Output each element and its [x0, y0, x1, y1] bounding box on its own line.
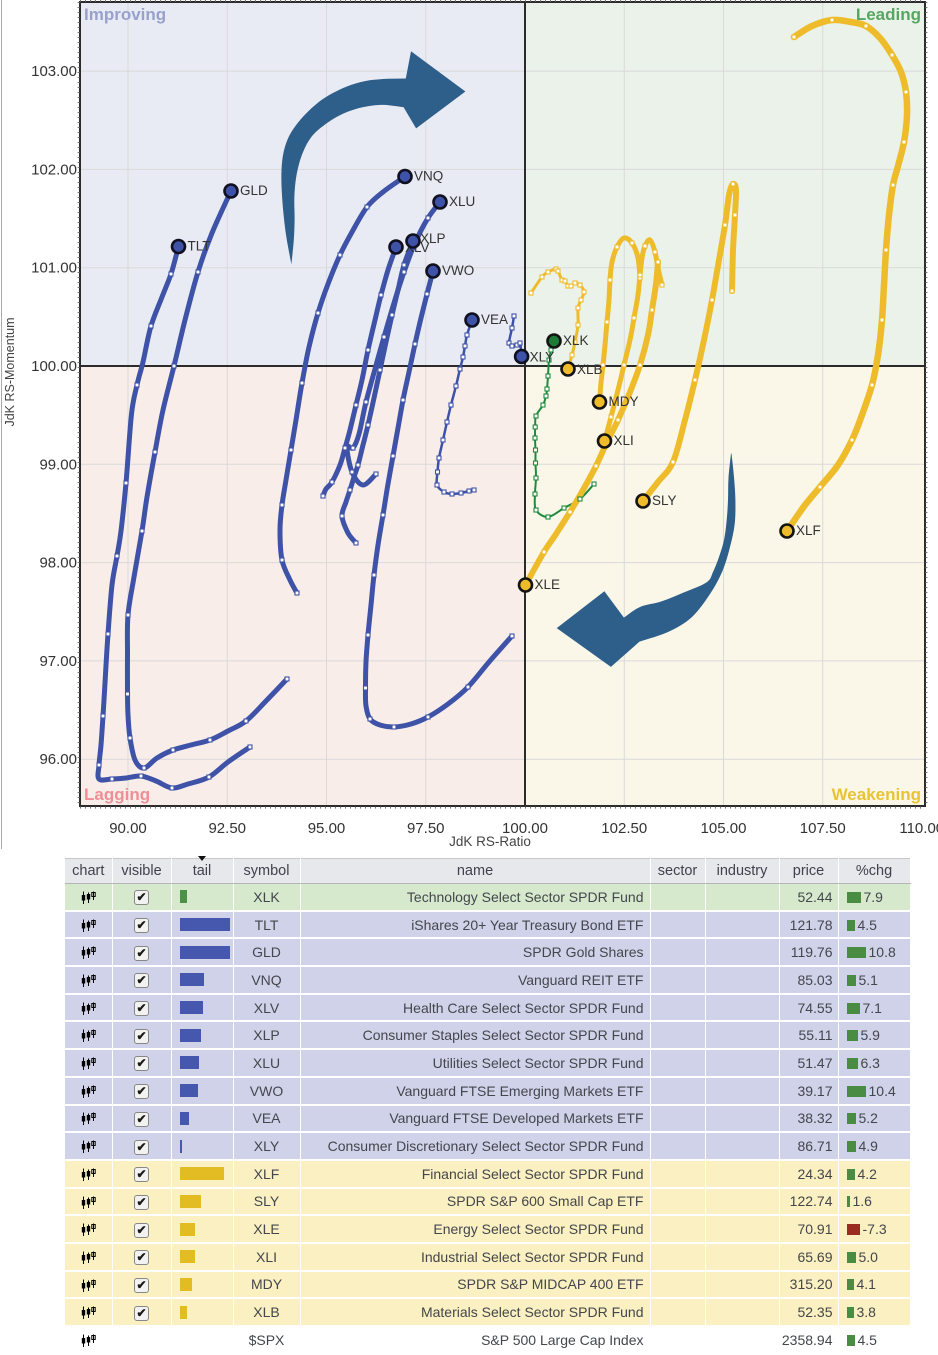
svg-text:92.50: 92.50	[208, 820, 246, 837]
svg-text:XLF: XLF	[796, 523, 821, 538]
svg-text:97.50: 97.50	[407, 820, 445, 837]
svg-text:Lagging: Lagging	[84, 785, 150, 804]
svg-text:110.00: 110.00	[899, 820, 938, 837]
svg-text:107.50: 107.50	[800, 820, 846, 837]
svg-text:95.00: 95.00	[308, 820, 346, 837]
svg-text:100.00: 100.00	[502, 820, 548, 837]
svg-text:JdK RS-Ratio: JdK RS-Ratio	[449, 834, 531, 849]
svg-text:XLP: XLP	[420, 231, 446, 246]
svg-text:XLY: XLY	[530, 350, 555, 365]
svg-text:Weakening: Weakening	[832, 785, 921, 804]
svg-text:XLK: XLK	[563, 333, 589, 348]
svg-text:VWO: VWO	[442, 263, 474, 278]
svg-text:MDY: MDY	[609, 394, 639, 409]
svg-text:VEA: VEA	[481, 312, 508, 327]
svg-text:105.00: 105.00	[701, 820, 747, 837]
svg-text:TLT: TLT	[188, 239, 211, 254]
svg-text:XLU: XLU	[449, 194, 475, 209]
svg-text:XLB: XLB	[577, 362, 603, 377]
svg-text:XLE: XLE	[535, 577, 561, 592]
svg-text:100.00: 100.00	[31, 358, 77, 375]
svg-text:97.00: 97.00	[39, 653, 77, 670]
svg-text:102.00: 102.00	[31, 161, 77, 178]
svg-text:101.00: 101.00	[31, 260, 77, 277]
svg-text:XLI: XLI	[614, 433, 634, 448]
svg-text:GLD: GLD	[240, 183, 268, 198]
svg-text:JdK RS-Momentum: JdK RS-Momentum	[3, 317, 17, 426]
svg-text:Improving: Improving	[84, 5, 166, 24]
svg-text:VNQ: VNQ	[414, 169, 443, 184]
svg-text:90.00: 90.00	[109, 820, 147, 837]
svg-text:SLY: SLY	[652, 493, 677, 508]
svg-text:96.00: 96.00	[39, 751, 77, 768]
svg-text:Leading: Leading	[856, 5, 921, 24]
svg-text:103.00: 103.00	[31, 63, 77, 80]
svg-text:98.00: 98.00	[39, 555, 77, 572]
svg-text:99.00: 99.00	[39, 456, 77, 473]
svg-text:102.50: 102.50	[601, 820, 647, 837]
